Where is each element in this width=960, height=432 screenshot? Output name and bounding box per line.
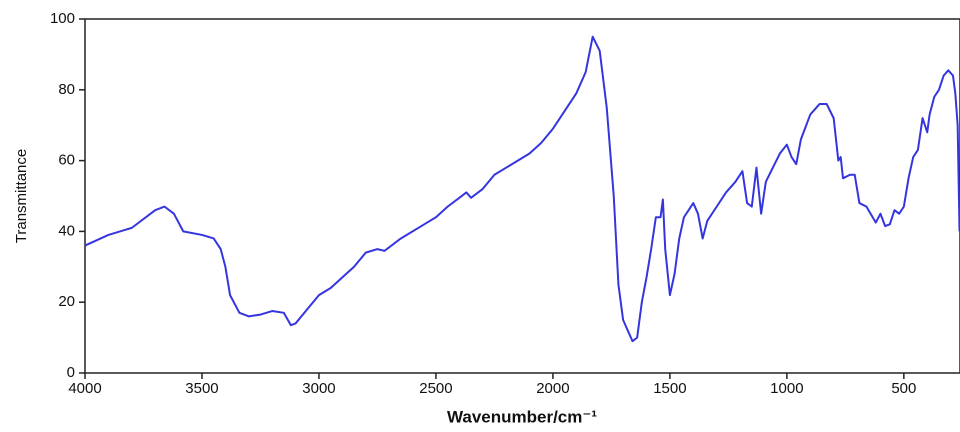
plot-frame [84, 18, 960, 374]
y-axis-title: Transmittance [13, 149, 30, 243]
x-tick-label: 2500 [419, 380, 452, 397]
y-tick-label: 60 [58, 152, 75, 169]
x-tick-label: 3000 [302, 380, 335, 397]
y-tick-label: 100 [50, 10, 75, 27]
y-tick-label: 80 [58, 81, 75, 98]
spectrum-line [84, 35, 960, 343]
y-tick-label: 40 [58, 222, 75, 239]
x-tick-label: 500 [891, 380, 916, 397]
y-tick-label: 20 [58, 293, 75, 310]
x-tick-label: 2000 [536, 380, 569, 397]
x-tick-label: 1500 [653, 380, 686, 397]
x-tick-label: 1000 [770, 380, 803, 397]
x-tick-label: 4000 [68, 380, 101, 397]
y-tick-label: 0 [67, 364, 75, 381]
x-tick-label: 3500 [185, 380, 218, 397]
x-axis-title: Wavenumber/cm⁻¹ [447, 407, 597, 426]
